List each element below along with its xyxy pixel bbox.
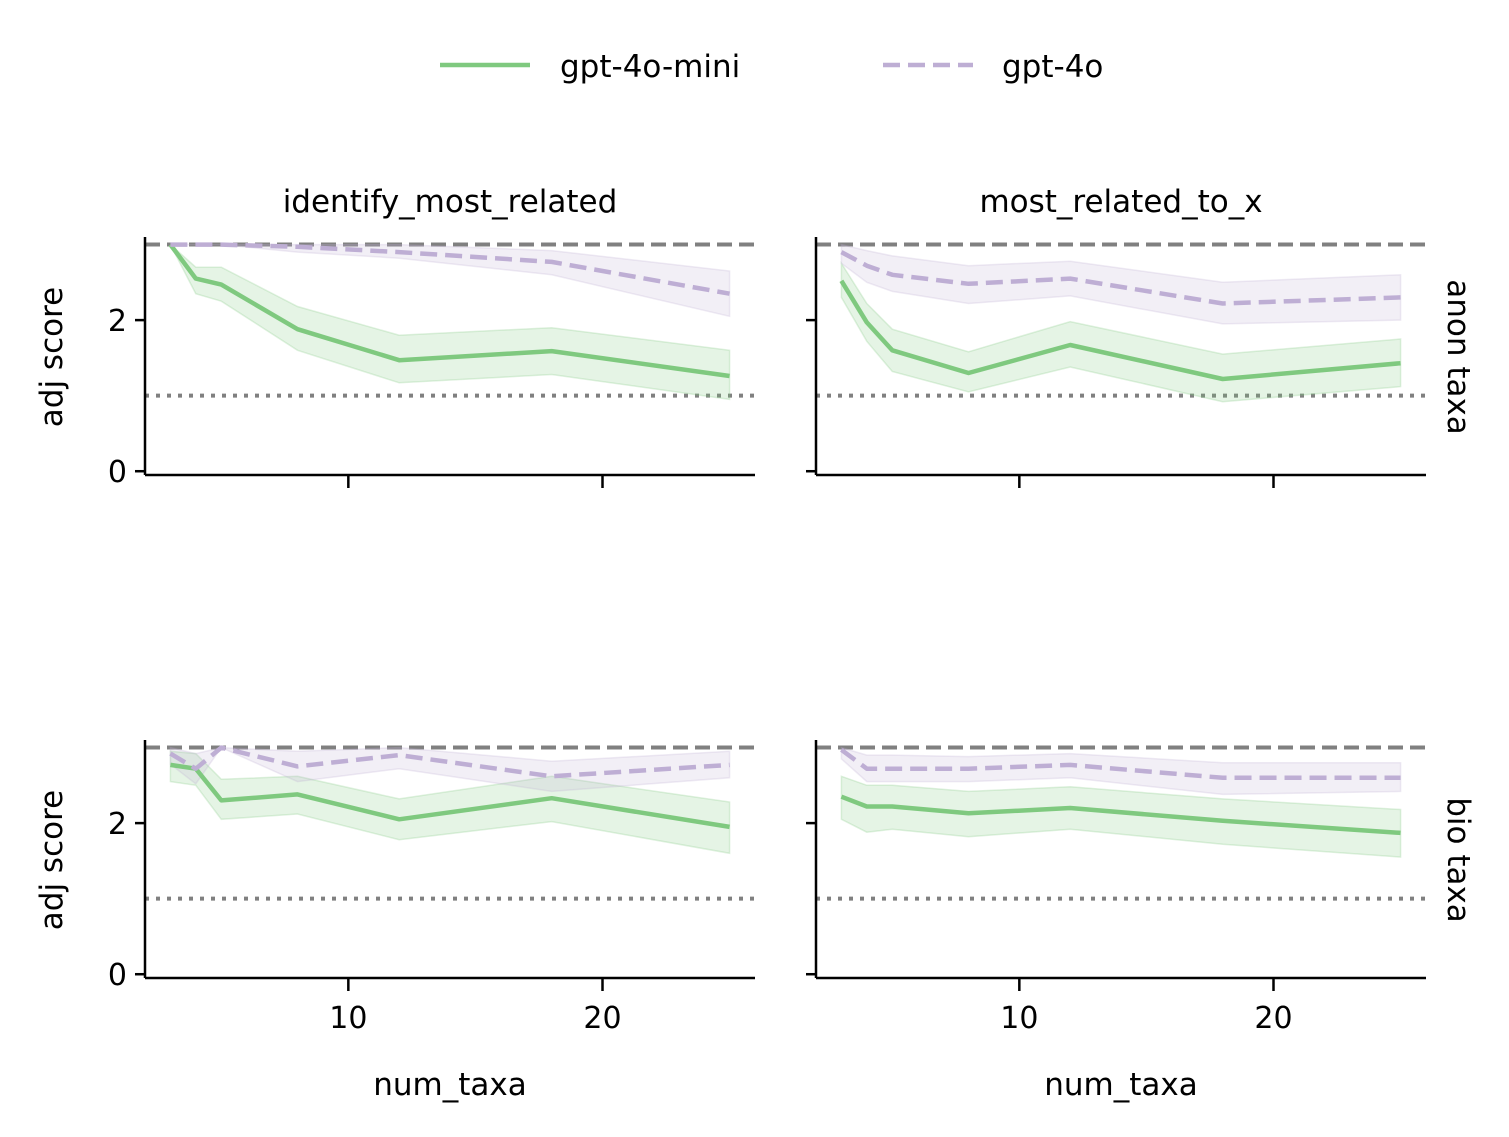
- panel-bio-most-related-to-x: 10 20: [806, 740, 1426, 1036]
- series-line-gpt-4o-mini: [168, 243, 730, 379]
- y-tick-label: 2: [108, 304, 127, 339]
- confidence-band-gpt-4o: [169, 746, 731, 793]
- x-tick-label: 20: [1254, 1001, 1292, 1036]
- column-title-identify-most-related: identify_most_related: [283, 184, 618, 220]
- y-axis-label-top: adj score: [34, 287, 70, 427]
- x-tick-label: 10: [1000, 1001, 1038, 1036]
- legend-label-gpt-4o: gpt-4o: [1002, 49, 1103, 85]
- panel-anon-identify-most-related: 02: [108, 237, 755, 490]
- series-line-gpt-4o: [840, 250, 1401, 306]
- x-axis-label-left: num_taxa: [373, 1067, 527, 1103]
- row-title-bio-taxa: bio taxa: [1440, 797, 1476, 923]
- series-line-gpt-4o-mini: [839, 279, 1401, 382]
- series-line-gpt-4o-mini: [840, 794, 1401, 836]
- confidence-band-gpt-4o-mini: [169, 750, 731, 855]
- series-line-gpt-4o: [170, 242, 730, 296]
- confidence-band-gpt-4o: [840, 243, 1402, 325]
- series-line-gpt-4o: [840, 747, 1401, 781]
- y-tick-label: 2: [108, 807, 127, 842]
- row-title-anon-taxa: anon taxa: [1440, 279, 1476, 435]
- panel-anon-most-related-to-x: [806, 237, 1426, 488]
- x-tick-label: 10: [329, 1001, 367, 1036]
- y-tick-label: 0: [108, 455, 127, 490]
- confidence-band-gpt-4o-mini: [840, 775, 1402, 858]
- x-axis-label-right: num_taxa: [1044, 1067, 1198, 1103]
- legend: gpt-4o-mini gpt-4o: [440, 49, 1103, 85]
- column-title-most-related-to-x: most_related_to_x: [979, 184, 1262, 220]
- x-tick-label: 20: [583, 1001, 621, 1036]
- confidence-band-gpt-4o-mini: [840, 260, 1402, 403]
- y-axis-label-bottom: adj score: [34, 790, 70, 930]
- series-line-gpt-4o: [169, 745, 730, 779]
- legend-label-gpt-4o-mini: gpt-4o-mini: [560, 49, 740, 85]
- panel-bio-identify-most-related: 0 2 10 20: [108, 740, 755, 1036]
- y-tick-label: 0: [108, 958, 127, 993]
